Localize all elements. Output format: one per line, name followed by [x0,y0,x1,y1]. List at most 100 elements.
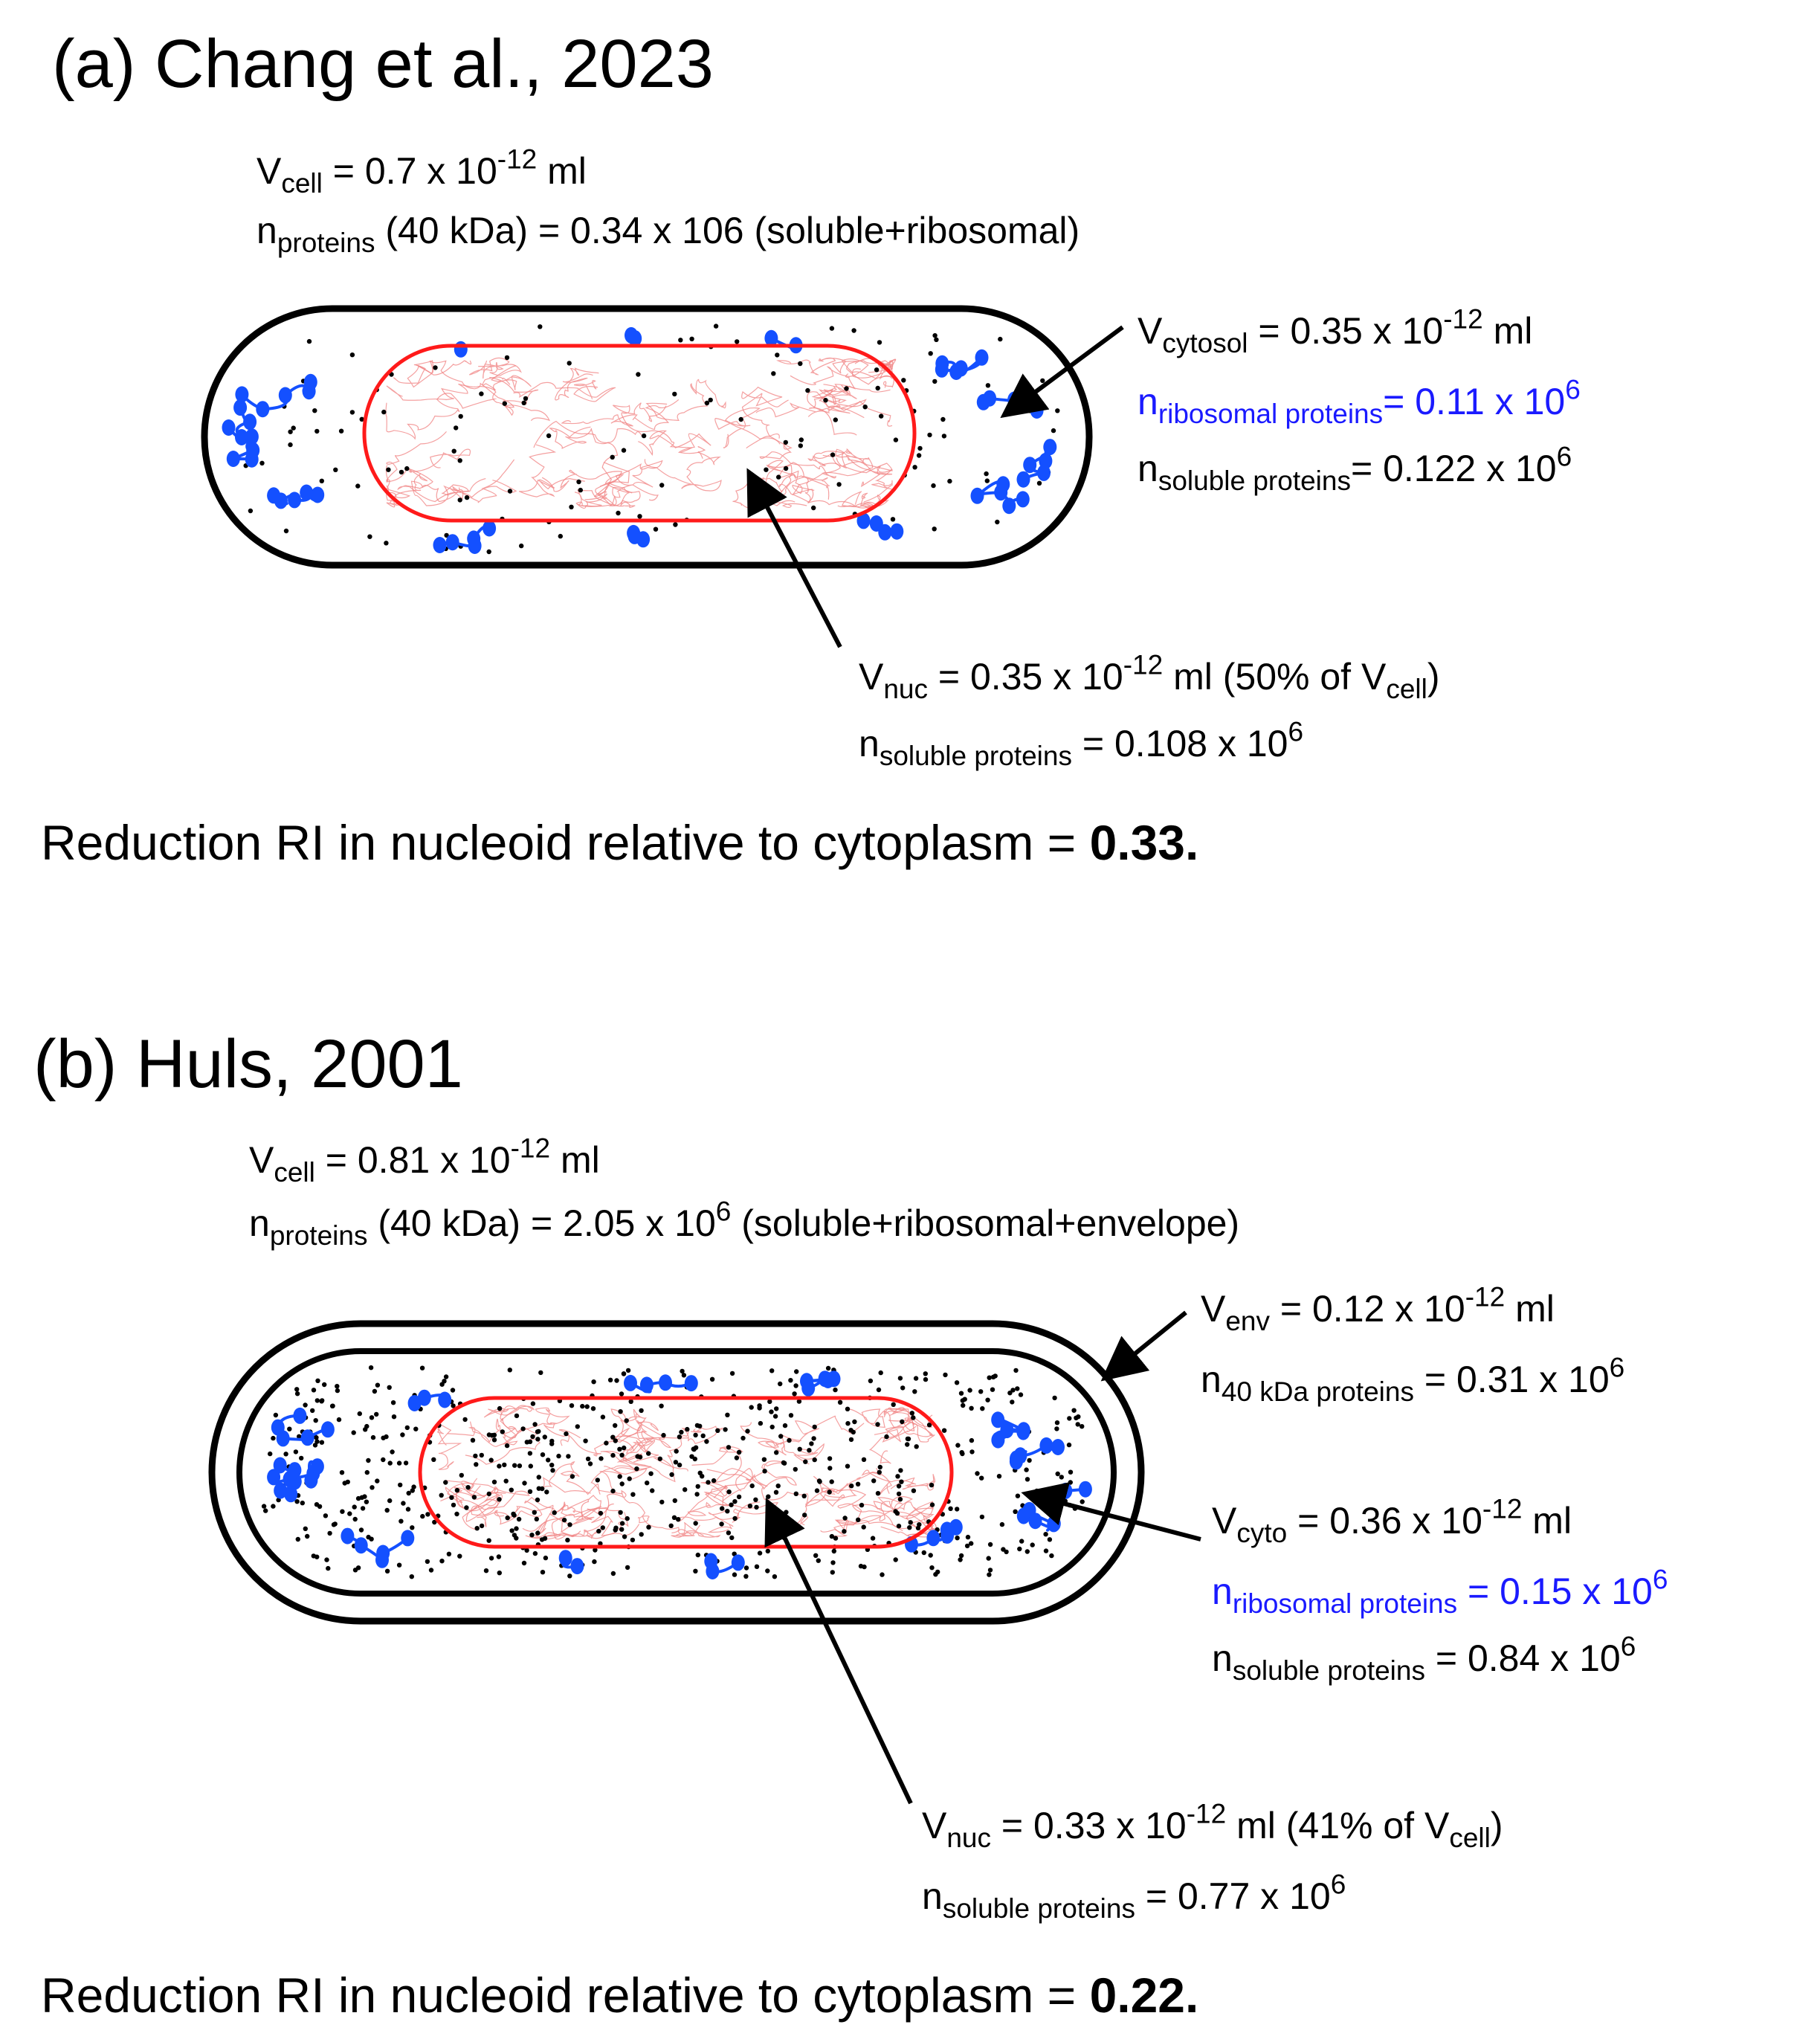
exponent: 6 [1565,374,1581,405]
symbol: V [1212,1500,1237,1542]
panel-b-cell-volume: Vcell = 0.81 x 10-12 ml [249,1135,600,1186]
panel-a-nucleoid-outline [362,344,917,523]
subscript: cell [274,1156,315,1188]
panel-b-title: (b) Huls, 2001 [33,1026,463,1102]
value: = 0.35 x 10 [1248,310,1444,352]
exponent: -12 [1482,1493,1523,1524]
subscript: ribosomal proteins [1158,398,1384,429]
panel-a-title: (a) Chang et al., 2023 [52,26,714,102]
value: = 0.35 x 10 [928,656,1123,698]
subscript: nuc [883,673,929,704]
value: = 0.15 x 10 [1457,1571,1653,1612]
exponent: -12 [510,1133,551,1164]
panel-b-nucleoid-volume: Vnuc = 0.33 x 10-12 ml (41% of Vcell) [922,1800,1503,1852]
subscript: proteins [277,227,375,258]
unit: ml [1522,1500,1572,1542]
panel-b-outer-membrane [208,1320,1145,1625]
subscript: soluble proteins [942,1893,1135,1924]
summary-text: Reduction RI in nucleoid relative to cyt… [41,815,1090,870]
value: = 0.77 x 10 [1135,1875,1331,1917]
paren: ) [1427,656,1440,698]
panel-b-envelope-volume: Venv = 0.12 x 10-12 ml [1201,1283,1555,1335]
unit: ml [550,1139,600,1181]
value: = 0.33 x 10 [991,1805,1187,1846]
panel-b-cytoplasm-volume: Vcyto = 0.36 x 10-12 ml [1212,1495,1572,1547]
subscript: env [1225,1305,1271,1336]
value: (40 kDa) = 0.34 x 106 (soluble+ribosomal… [375,210,1080,251]
subscript: 40 kDa proteins [1221,1376,1414,1407]
symbol: n [1212,1571,1233,1612]
summary-text: Reduction RI in nucleoid relative to cyt… [41,1968,1090,2023]
subscript: soluble proteins [1158,465,1351,496]
summary-value: 0.22. [1089,1968,1199,2023]
panel-a-nucleoid-soluble-count: nsoluble proteins = 0.108 x 106 [859,718,1303,770]
subscript: proteins [269,1220,368,1251]
symbol: n [1212,1637,1233,1679]
exponent: -12 [1465,1281,1506,1312]
panel-a-cell-wall [201,305,1093,569]
panel-b-nucleoid-soluble-count: nsoluble proteins = 0.77 x 106 [922,1871,1346,1922]
value: = 0.84 x 10 [1424,1637,1621,1679]
subscript: soluble proteins [879,740,1072,771]
symbol: n [1201,1359,1222,1400]
exponent: 6 [1620,1631,1636,1662]
symbol: V [922,1805,947,1846]
value: = 0.11 x 10 [1383,381,1566,422]
unit: ml (50% of V [1163,656,1387,698]
subscript: cell [1449,1822,1491,1853]
exponent: -12 [497,144,538,175]
subscript: ribosomal proteins [1232,1588,1458,1619]
panel-b-protein-count: nproteins (40 kDa) = 2.05 x 106 (soluble… [249,1198,1240,1249]
value: = 0.12 x 10 [1270,1288,1465,1330]
symbol: V [1138,310,1163,352]
composition: (soluble+ribosomal+envelope) [731,1202,1240,1244]
exponent: -12 [1123,649,1164,680]
exponent: -12 [1443,303,1483,335]
subscript: cell [281,167,323,199]
panel-a-cytosol-volume: Vcytosol = 0.35 x 10-12 ml [1138,306,1533,357]
symbol: V [859,656,884,698]
panel-b-envelope-protein-count: n40 kDa proteins = 0.31 x 106 [1201,1354,1624,1405]
symbol: n [249,1202,270,1244]
exponent: -12 [1186,1798,1227,1829]
value: = 0.108 x 10 [1071,723,1288,764]
exponent: 6 [1288,716,1304,747]
exponent: 6 [1330,1869,1346,1900]
value: = 0.81 x 10 [314,1139,511,1181]
panel-b-nucleoid-outline [418,1396,954,1549]
summary-value: 0.33. [1089,815,1199,870]
symbol: V [1201,1288,1226,1330]
subscript: cyto [1236,1517,1288,1548]
symbol: V [256,150,282,192]
panel-a-protein-count: nproteins (40 kDa) = 0.34 x 106 (soluble… [256,210,1080,257]
exponent: 6 [1609,1352,1625,1383]
panel-a-cell-volume: Vcell = 0.7 x 10-12 ml [256,146,587,197]
panel-a-cell-diagram [201,305,1093,569]
subscript: soluble proteins [1232,1655,1425,1686]
subscript: cytosol [1162,327,1248,358]
panel-b-inner-membrane [236,1348,1117,1597]
symbol: n [1138,381,1158,422]
value: = 0.122 x 10 [1350,448,1557,489]
unit: ml [1505,1288,1555,1330]
exponent: 6 [1556,441,1572,472]
panel-a-ribosome-chains [222,326,1057,554]
symbol: n [256,210,277,251]
symbol: V [249,1139,274,1181]
panel-a-soluble-protein-dots [229,323,1060,555]
panel-b-dna-strands [436,1405,938,1540]
unit: ml (41% of V [1226,1805,1450,1846]
value: = 0.7 x 10 [322,150,497,192]
unit: ml [1482,310,1533,352]
panel-b-cell-diagram [208,1320,1145,1625]
subscript: cell [1386,673,1427,704]
panel-a-summary: Reduction RI in nucleoid relative to cyt… [41,818,1198,867]
symbol: n [1138,448,1158,489]
exponent: 6 [715,1196,732,1227]
value: = 0.31 x 10 [1413,1359,1610,1400]
panel-a-dna-strands [385,357,897,509]
panel-b-summary: Reduction RI in nucleoid relative to cyt… [41,1971,1198,2020]
panel-a-cytosol-soluble-count: nsoluble proteins= 0.122 x 106 [1138,443,1572,495]
value: = 0.36 x 10 [1287,1500,1482,1542]
panel-a-nucleoid-volume: Vnuc = 0.35 x 10-12 ml (50% of Vcell) [859,651,1440,703]
